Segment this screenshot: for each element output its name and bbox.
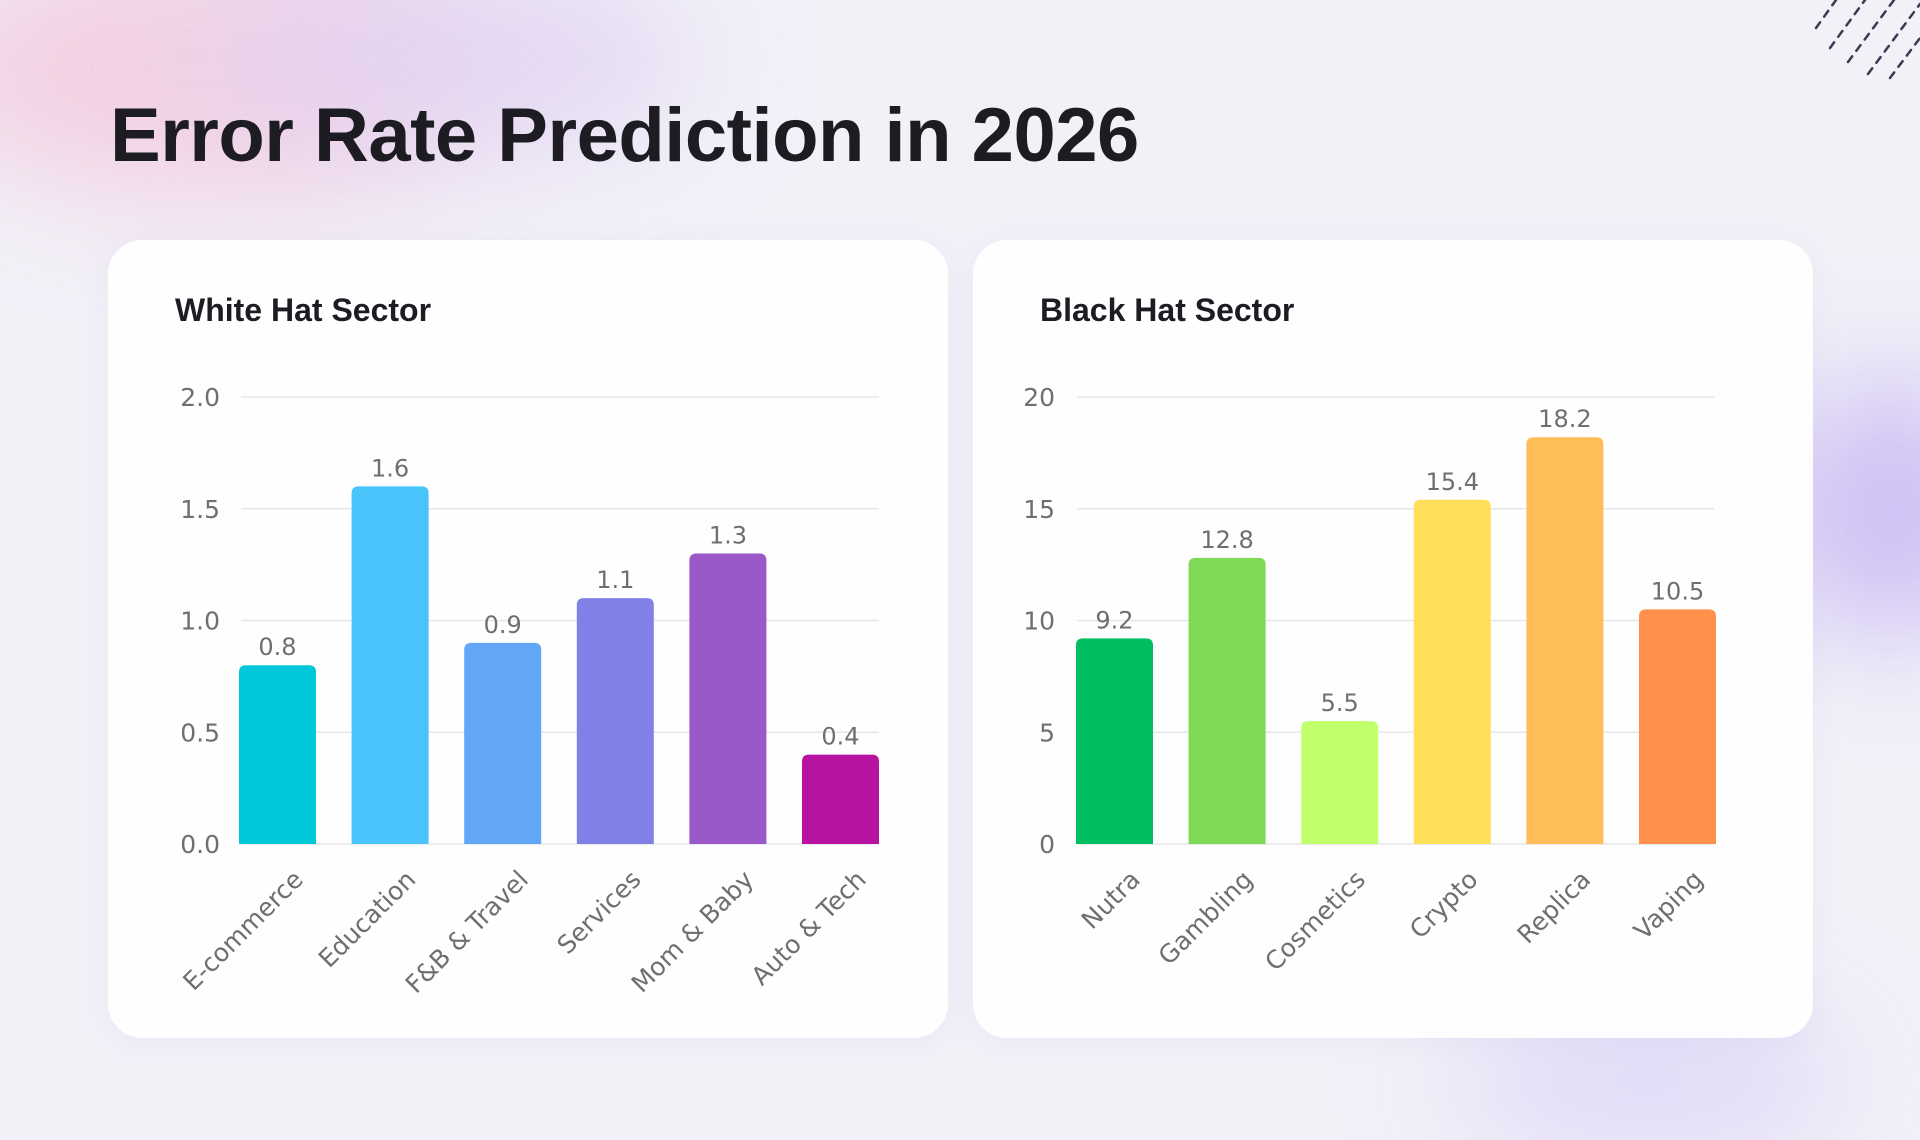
bar: [239, 665, 316, 844]
value-label: 18.2: [1538, 405, 1591, 433]
background-glow: [200, 0, 700, 160]
y-tick-label: 20: [1023, 383, 1055, 412]
bar: [1301, 721, 1379, 844]
bar: [802, 754, 879, 844]
category-label: Vaping: [1628, 865, 1709, 946]
bar: [576, 598, 654, 844]
value-label: 1.6: [371, 454, 409, 482]
value-label: 9.2: [1095, 606, 1133, 634]
value-label: 10.5: [1651, 577, 1704, 605]
category-label: Services: [552, 865, 647, 960]
page-title: Error Rate Prediction in 2026: [110, 93, 1139, 178]
background-glow: [1450, 1020, 1850, 1140]
y-tick-label: 1.0: [180, 607, 220, 636]
y-tick-label: 0.5: [180, 718, 220, 747]
value-label: 0.9: [484, 611, 522, 639]
bar: [1076, 638, 1153, 844]
bar: [1526, 437, 1604, 844]
bar: [464, 642, 542, 844]
dashed-lines-decoration: [1814, 0, 1920, 80]
value-label: 0.4: [821, 723, 859, 751]
y-tick-label: 0: [1039, 830, 1055, 859]
bar: [1188, 557, 1266, 844]
black-hat-bar-chart: 0 5 10 15 20 9.2 Nutra 12.8 Gambling 5.5 Cosmetics…: [1023, 383, 1716, 977]
category-label: Crypto: [1404, 865, 1484, 945]
value-label: 15.4: [1426, 468, 1479, 496]
bar: [1413, 499, 1491, 844]
y-tick-label: 1.5: [180, 495, 220, 524]
chart-title: Black Hat Sector: [1040, 292, 1295, 328]
y-tick-label: 0.0: [180, 830, 220, 859]
y-tick-label: 10: [1023, 607, 1055, 636]
y-tick-label: 5: [1039, 718, 1055, 747]
category-label: Education: [313, 865, 422, 974]
bar: [689, 553, 767, 844]
y-tick-label: 2.0: [180, 383, 220, 412]
white-hat-bar-chart: 0.0 0.5 1.0 1.5 2.0 0.8 E-commerce 1.6 Education…: [177, 383, 879, 999]
value-label: 12.8: [1200, 526, 1253, 554]
value-label: 5.5: [1321, 689, 1359, 717]
chart-title: White Hat Sector: [175, 292, 432, 328]
bar: [351, 486, 429, 844]
y-tick-label: 15: [1023, 495, 1055, 524]
bar: [1639, 609, 1716, 844]
category-label: Nutra: [1076, 865, 1146, 935]
black-hat-chart-card: Black Hat Sector 0 5 10 15 20 9.2 Nutra 12.8 Gam…: [973, 240, 1813, 1038]
value-label: 1.1: [596, 566, 634, 594]
white-hat-chart-card: White Hat Sector 0.0 0.5 1.0 1.5 2.0 0.8 E-com…: [108, 240, 948, 1038]
category-label: Gambling: [1153, 865, 1259, 971]
category-label: Cosmetics: [1259, 865, 1371, 977]
category-label: Replica: [1512, 865, 1596, 949]
value-label: 1.3: [709, 521, 747, 549]
value-label: 0.8: [258, 633, 296, 661]
category-label: E-commerce: [177, 865, 308, 996]
category-label: Auto & Tech: [746, 865, 872, 991]
